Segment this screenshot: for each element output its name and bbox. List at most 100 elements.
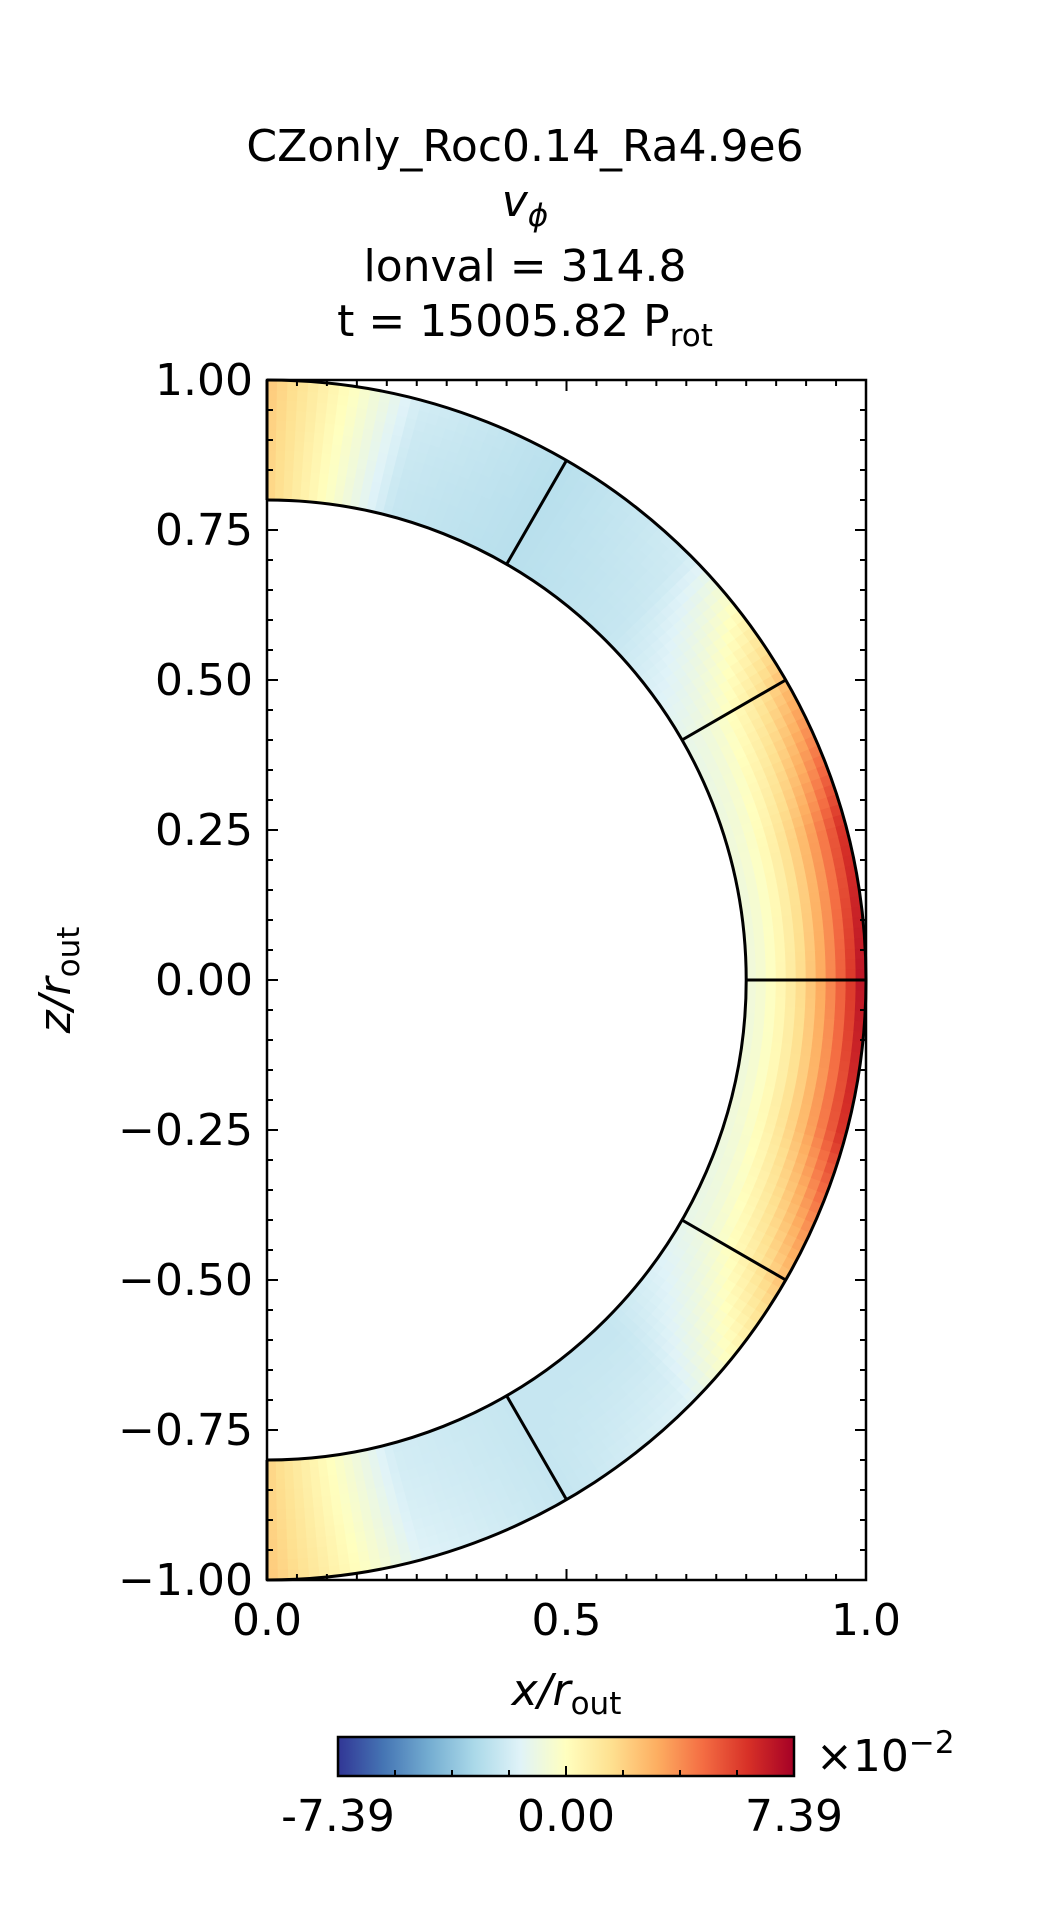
field-cell <box>295 1528 307 1540</box>
field-cell <box>790 904 803 916</box>
title-time-sub: rot <box>669 317 713 354</box>
field-cell <box>814 950 827 962</box>
field-cell <box>755 953 767 964</box>
field-cell <box>753 1022 765 1033</box>
field-cell <box>845 969 857 981</box>
y-tick-label: −0.75 <box>118 1405 253 1456</box>
field-cell <box>286 399 298 412</box>
title-time-text: t = 15005.82 P <box>337 296 670 347</box>
field-cell <box>345 405 359 418</box>
field-cell <box>334 413 347 426</box>
field-cell <box>342 1522 355 1536</box>
field-cell <box>286 389 299 402</box>
field-cell <box>764 1005 776 1017</box>
latitude-boundary-line <box>681 1218 787 1282</box>
field-cell <box>332 1514 344 1527</box>
field-cell <box>771 1032 784 1044</box>
field-cell <box>300 480 311 493</box>
field-cell <box>753 1013 766 1025</box>
latitude-boundary-line <box>505 459 568 566</box>
field-cell <box>296 390 309 402</box>
field-cell <box>302 1497 314 1510</box>
field-cell <box>773 934 786 945</box>
y-tick-label: 0.50 <box>155 655 253 706</box>
field-cell <box>828 1058 841 1072</box>
field-cell <box>300 1467 311 1480</box>
field-cell <box>303 1507 315 1520</box>
field-cell <box>326 1464 337 1477</box>
field-cell <box>793 1016 806 1028</box>
field-cell <box>835 979 847 991</box>
field-cell <box>327 1474 339 1487</box>
field-cell <box>276 1539 288 1551</box>
field-cell <box>283 1468 294 1481</box>
field-cell <box>803 931 816 943</box>
field-cell <box>275 1499 286 1511</box>
field-cell <box>823 929 836 942</box>
field-cell <box>815 989 827 1000</box>
field-cell <box>844 1009 856 1022</box>
field-cell <box>845 989 857 1002</box>
field-cell <box>316 401 328 414</box>
x-tick-label: 1.0 <box>831 1595 901 1646</box>
field-cell <box>804 1007 816 1019</box>
y-tick-label: 0.00 <box>155 955 253 1006</box>
field-cell <box>284 449 296 462</box>
field-cell <box>283 479 294 492</box>
field-cell <box>310 471 321 484</box>
y-ticks: 1.00 0.75 0.50 0.25 0.00 −0.25 −0.50 −0.75 −1.00 <box>118 355 866 1606</box>
field-cell <box>762 1031 774 1043</box>
field-cell <box>774 943 786 954</box>
field-cell <box>843 928 856 940</box>
field-cell <box>845 958 857 971</box>
field-cell <box>781 914 794 927</box>
field-cell <box>790 1044 803 1056</box>
field-cell <box>775 988 787 999</box>
field-cell <box>276 1559 288 1571</box>
field-cell <box>795 960 807 972</box>
field-cell <box>328 1484 340 1497</box>
field-cell <box>823 1018 836 1031</box>
field-cell <box>831 1039 844 1052</box>
field-cell <box>284 469 295 482</box>
field-cell <box>320 452 332 465</box>
field-cell <box>811 1037 824 1049</box>
field-cell <box>275 469 286 481</box>
field-cell <box>293 1488 304 1500</box>
field-cell <box>315 1536 327 1549</box>
field-cell <box>828 888 841 902</box>
field-cell <box>838 887 851 900</box>
field-cell <box>772 925 785 936</box>
field-cell <box>770 907 783 919</box>
field-cell <box>784 1006 796 1018</box>
field-cell <box>293 1498 305 1510</box>
field-cell <box>791 913 804 926</box>
field-cell <box>304 420 317 433</box>
field-cell <box>844 938 856 951</box>
field-cell <box>814 940 826 952</box>
field-cell <box>293 450 305 462</box>
field-cell <box>275 449 286 461</box>
field-cell <box>832 918 845 931</box>
field-cell <box>799 893 812 906</box>
field-cell <box>284 459 295 472</box>
field-cell <box>325 412 337 425</box>
field-cell <box>762 926 775 937</box>
field-cell <box>800 902 813 915</box>
field-cell <box>843 1020 856 1032</box>
field-cell <box>838 1060 851 1073</box>
field-cell <box>789 895 802 907</box>
field-cell <box>813 930 826 943</box>
field-cell <box>344 1532 357 1545</box>
field-cell <box>822 1028 835 1041</box>
field-cell <box>275 459 286 471</box>
y-axis-label: z/rout <box>30 927 87 1035</box>
field-cell <box>841 1040 854 1053</box>
field-cell <box>775 997 787 1008</box>
field-cell <box>285 429 297 442</box>
field-cell <box>306 391 319 403</box>
colorbar-tick-label: 7.39 <box>745 1791 843 1842</box>
field-cell <box>267 1559 278 1571</box>
field-cell <box>310 461 322 474</box>
field-cell <box>779 896 792 909</box>
